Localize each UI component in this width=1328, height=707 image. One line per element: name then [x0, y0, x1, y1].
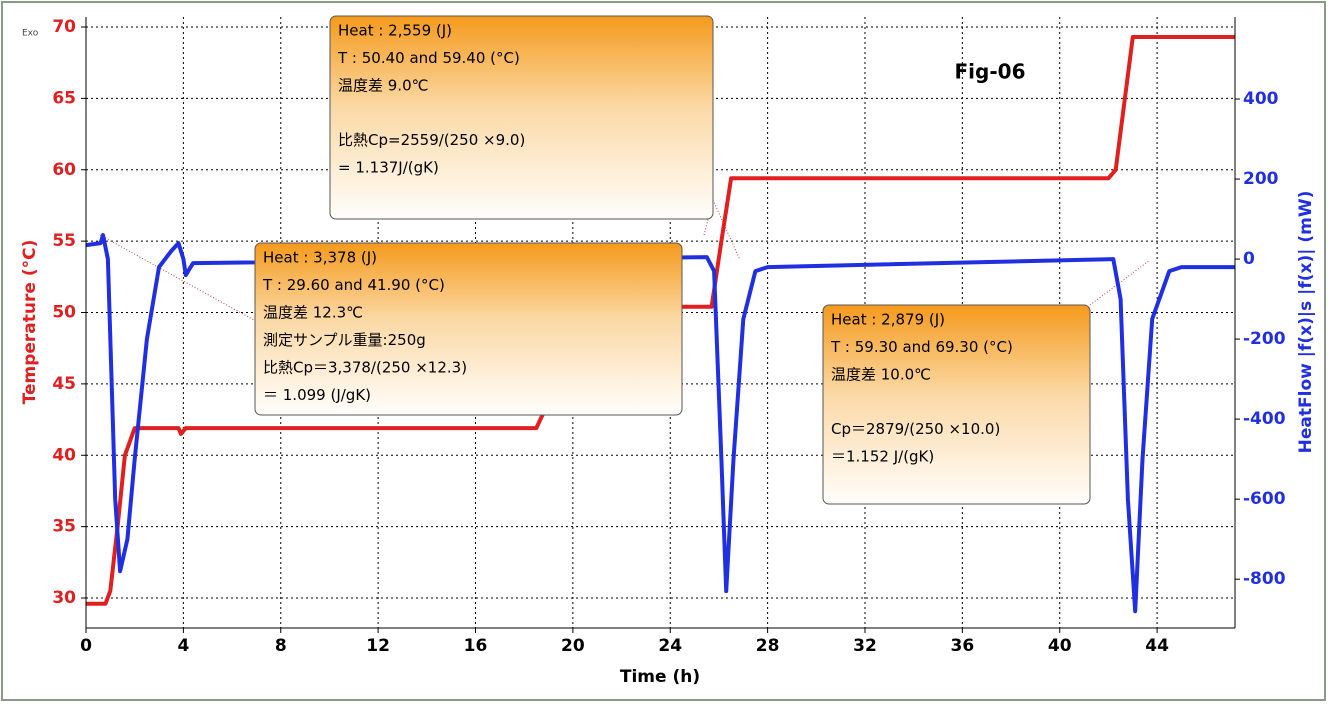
annotation-text: Heat : 3,378 (J): [263, 249, 377, 267]
x-tick-label: 44: [1145, 636, 1169, 656]
y-tick-label: 50: [52, 303, 76, 323]
x-axis-label: Time (h): [620, 667, 700, 687]
x-tick-label: 4: [177, 636, 189, 656]
annotation-text: T : 29.60 and 41.90 (°C): [262, 276, 445, 294]
annotation-text: Cp＝2879/(250 ×10.0): [831, 420, 1000, 438]
annotation-text: Heat : 2,879 (J): [831, 311, 945, 329]
x-tick-label: 24: [658, 636, 682, 656]
y-tick-label: 45: [52, 374, 76, 394]
annotation-text: = 1.137J/(gK): [338, 159, 439, 177]
x-tick-label: 0: [80, 636, 92, 656]
y-tick-label: 70: [52, 17, 76, 37]
x-tick-label: 28: [756, 636, 780, 656]
x-tick-label: 12: [366, 636, 390, 656]
y2-tick-label: -400: [1243, 409, 1286, 429]
y-tick-label: 35: [52, 517, 76, 537]
y-tick-label: 40: [52, 445, 76, 465]
annotation-box: [254, 242, 683, 416]
x-tick-label: 32: [853, 636, 877, 656]
chart-title: Fig-06: [955, 60, 1026, 84]
series-line: [85, 233, 1235, 614]
y2-tick-label: -800: [1243, 569, 1286, 589]
y2-tick-label: 400: [1243, 89, 1279, 109]
y2-axis-label: HeatFlow |f(x)|s |f(x)| (mW): [1296, 191, 1316, 454]
corner-label: Exo: [22, 29, 39, 39]
annotation-text: 温度差 12.3℃: [263, 304, 363, 322]
annotation-text: Heat : 2,559 (J): [338, 22, 452, 40]
plot: [85, 35, 1235, 614]
y2-tick-label: 200: [1243, 169, 1279, 189]
annotation-box: [329, 15, 714, 220]
annotation-box: [822, 304, 1091, 505]
annotation-text: T : 59.30 and 69.30 (°C): [830, 338, 1013, 356]
annotations: Heat : 2,559 (J) T : 50.40 and 59.40 (°C)…: [254, 15, 1091, 505]
y-tick-label: 65: [52, 88, 76, 108]
x-tick-label: 16: [464, 636, 488, 656]
x-tick-label: 36: [951, 636, 975, 656]
y-tick-label: 55: [52, 231, 76, 251]
annotation-text: ＝ 1.099 (J/gK): [263, 386, 371, 404]
x-tick-label: 20: [561, 636, 585, 656]
y2-tick-label: -600: [1243, 489, 1286, 509]
x-tick-label: 40: [1048, 636, 1072, 656]
y2-tick-label: -200: [1243, 329, 1286, 349]
leader: [1089, 259, 1151, 306]
y-axis-label: Temperature (°C): [20, 240, 40, 405]
annotation-text: 温度差 9.0℃: [338, 77, 428, 95]
annotation-text: ＝1.152 J/(gK): [831, 448, 934, 466]
y2-tick-label: 0: [1243, 249, 1255, 269]
annotation-text: 比熱Cp＝3,378/(250 ×12.3): [263, 359, 467, 377]
annotation-text: 測定サンプル重量:250g: [263, 331, 426, 349]
annotation-text: T : 50.40 and 59.40 (°C): [337, 49, 520, 67]
x-tick-label: 8: [275, 636, 287, 656]
annotation-text: 温度差 10.0℃: [831, 366, 931, 384]
annotation-text: 比熱Cp=2559/(250 ×9.0): [338, 131, 525, 149]
y-tick-label: 60: [52, 160, 76, 180]
y-tick-label: 30: [52, 588, 76, 608]
